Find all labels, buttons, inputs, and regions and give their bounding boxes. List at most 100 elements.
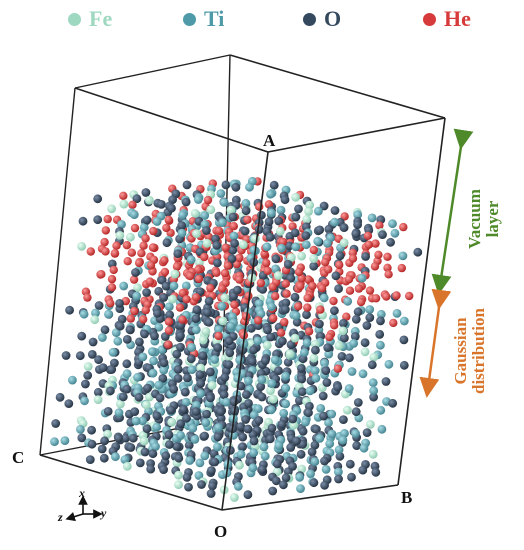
ti-atom	[236, 449, 246, 459]
he-atom	[229, 222, 238, 231]
o-atom	[244, 399, 253, 408]
ti-atom	[120, 455, 130, 464]
o-atom	[87, 350, 97, 359]
he-atom	[122, 241, 132, 250]
o-atom	[142, 215, 152, 225]
he-atom	[235, 253, 244, 263]
o-atom	[227, 254, 237, 264]
he-atom	[172, 262, 182, 271]
ti-atom	[98, 333, 107, 342]
o-atom	[353, 398, 363, 407]
ti-atom	[138, 416, 147, 426]
ti-atom	[313, 236, 323, 246]
ti-atom	[390, 228, 400, 238]
gaussian-distribution-line1: Gaussian	[451, 317, 470, 385]
o-atom	[297, 364, 306, 373]
o-atom	[148, 449, 158, 459]
vacuum-layer-line1: Vacuum	[465, 189, 484, 249]
fe-atom	[192, 229, 201, 239]
he-atom	[141, 305, 150, 315]
he-atom	[308, 281, 317, 291]
o-atom	[230, 239, 240, 248]
ti-atom	[338, 435, 348, 445]
o-atom	[231, 182, 241, 192]
fe-atom	[334, 341, 344, 351]
fe-atom	[93, 395, 103, 404]
o-atom	[219, 390, 229, 400]
he-atom	[217, 284, 227, 293]
he-atom	[384, 270, 393, 279]
ti-atom	[214, 325, 224, 334]
o-atom	[320, 480, 329, 490]
fe-atom	[369, 352, 379, 362]
fe-atom	[273, 271, 283, 280]
o-atom	[375, 330, 385, 339]
o-atom	[358, 465, 368, 475]
he-atom	[214, 226, 224, 235]
o-atom	[242, 390, 251, 399]
o-atom	[150, 331, 159, 341]
ti-atom	[192, 400, 201, 410]
o-atom	[381, 377, 391, 386]
he-atom	[137, 249, 146, 258]
he-atom	[371, 239, 380, 248]
o-atom	[345, 459, 355, 469]
ti-atom	[369, 386, 379, 396]
he-atom	[241, 312, 251, 321]
o-atom	[100, 325, 110, 335]
he-atom	[309, 245, 318, 255]
ti-atom	[277, 243, 286, 253]
o-atom	[162, 238, 172, 248]
o-atom	[81, 379, 90, 389]
ti-atom	[334, 467, 343, 477]
o-atom	[184, 440, 194, 450]
fe-atom	[116, 399, 125, 409]
ti-atom	[271, 264, 280, 274]
he-atom	[83, 293, 92, 302]
ti-atom	[310, 457, 320, 466]
ti-atom	[132, 291, 142, 301]
fe-atom	[207, 381, 217, 390]
o-atom	[197, 480, 206, 489]
ti-atom	[281, 399, 291, 409]
o-atom	[376, 316, 385, 326]
ti-atom	[260, 451, 270, 461]
ti-atom	[191, 325, 201, 335]
o-atom	[158, 374, 168, 383]
o-atom	[315, 319, 324, 329]
legend-item-fe: Fe	[68, 6, 112, 32]
ti-atom	[190, 435, 200, 444]
o-atom	[122, 335, 132, 344]
ti-atom	[340, 429, 349, 438]
ti-atom	[187, 343, 197, 352]
o-atom	[174, 453, 184, 463]
axis-label-x: x	[79, 486, 85, 500]
ti-atom	[270, 355, 280, 365]
he-atom	[200, 252, 209, 262]
fe-atom	[226, 205, 236, 215]
he-atom	[123, 257, 132, 266]
fe-atom	[133, 283, 142, 293]
o-atom	[236, 422, 246, 431]
legend-label-he: He	[444, 6, 471, 31]
ti-atom	[219, 198, 229, 207]
he-atom	[86, 247, 96, 256]
he-atom	[220, 268, 230, 278]
he-atom	[371, 294, 381, 303]
axis-label-z: z	[58, 510, 63, 524]
he-atom	[145, 277, 155, 286]
ti-atom	[376, 405, 386, 415]
he-atom	[269, 314, 278, 323]
fe-atom	[290, 333, 300, 343]
fe-atom	[142, 400, 151, 410]
o-atom	[183, 373, 192, 383]
fe-atom	[145, 195, 154, 205]
he-atom	[370, 262, 380, 271]
he-atom	[109, 265, 118, 275]
ti-atom	[367, 213, 377, 223]
o-atom	[360, 338, 370, 348]
ti-atom	[154, 380, 164, 390]
o-atom	[182, 413, 191, 423]
o-atom	[75, 351, 85, 361]
he-atom	[182, 295, 191, 304]
